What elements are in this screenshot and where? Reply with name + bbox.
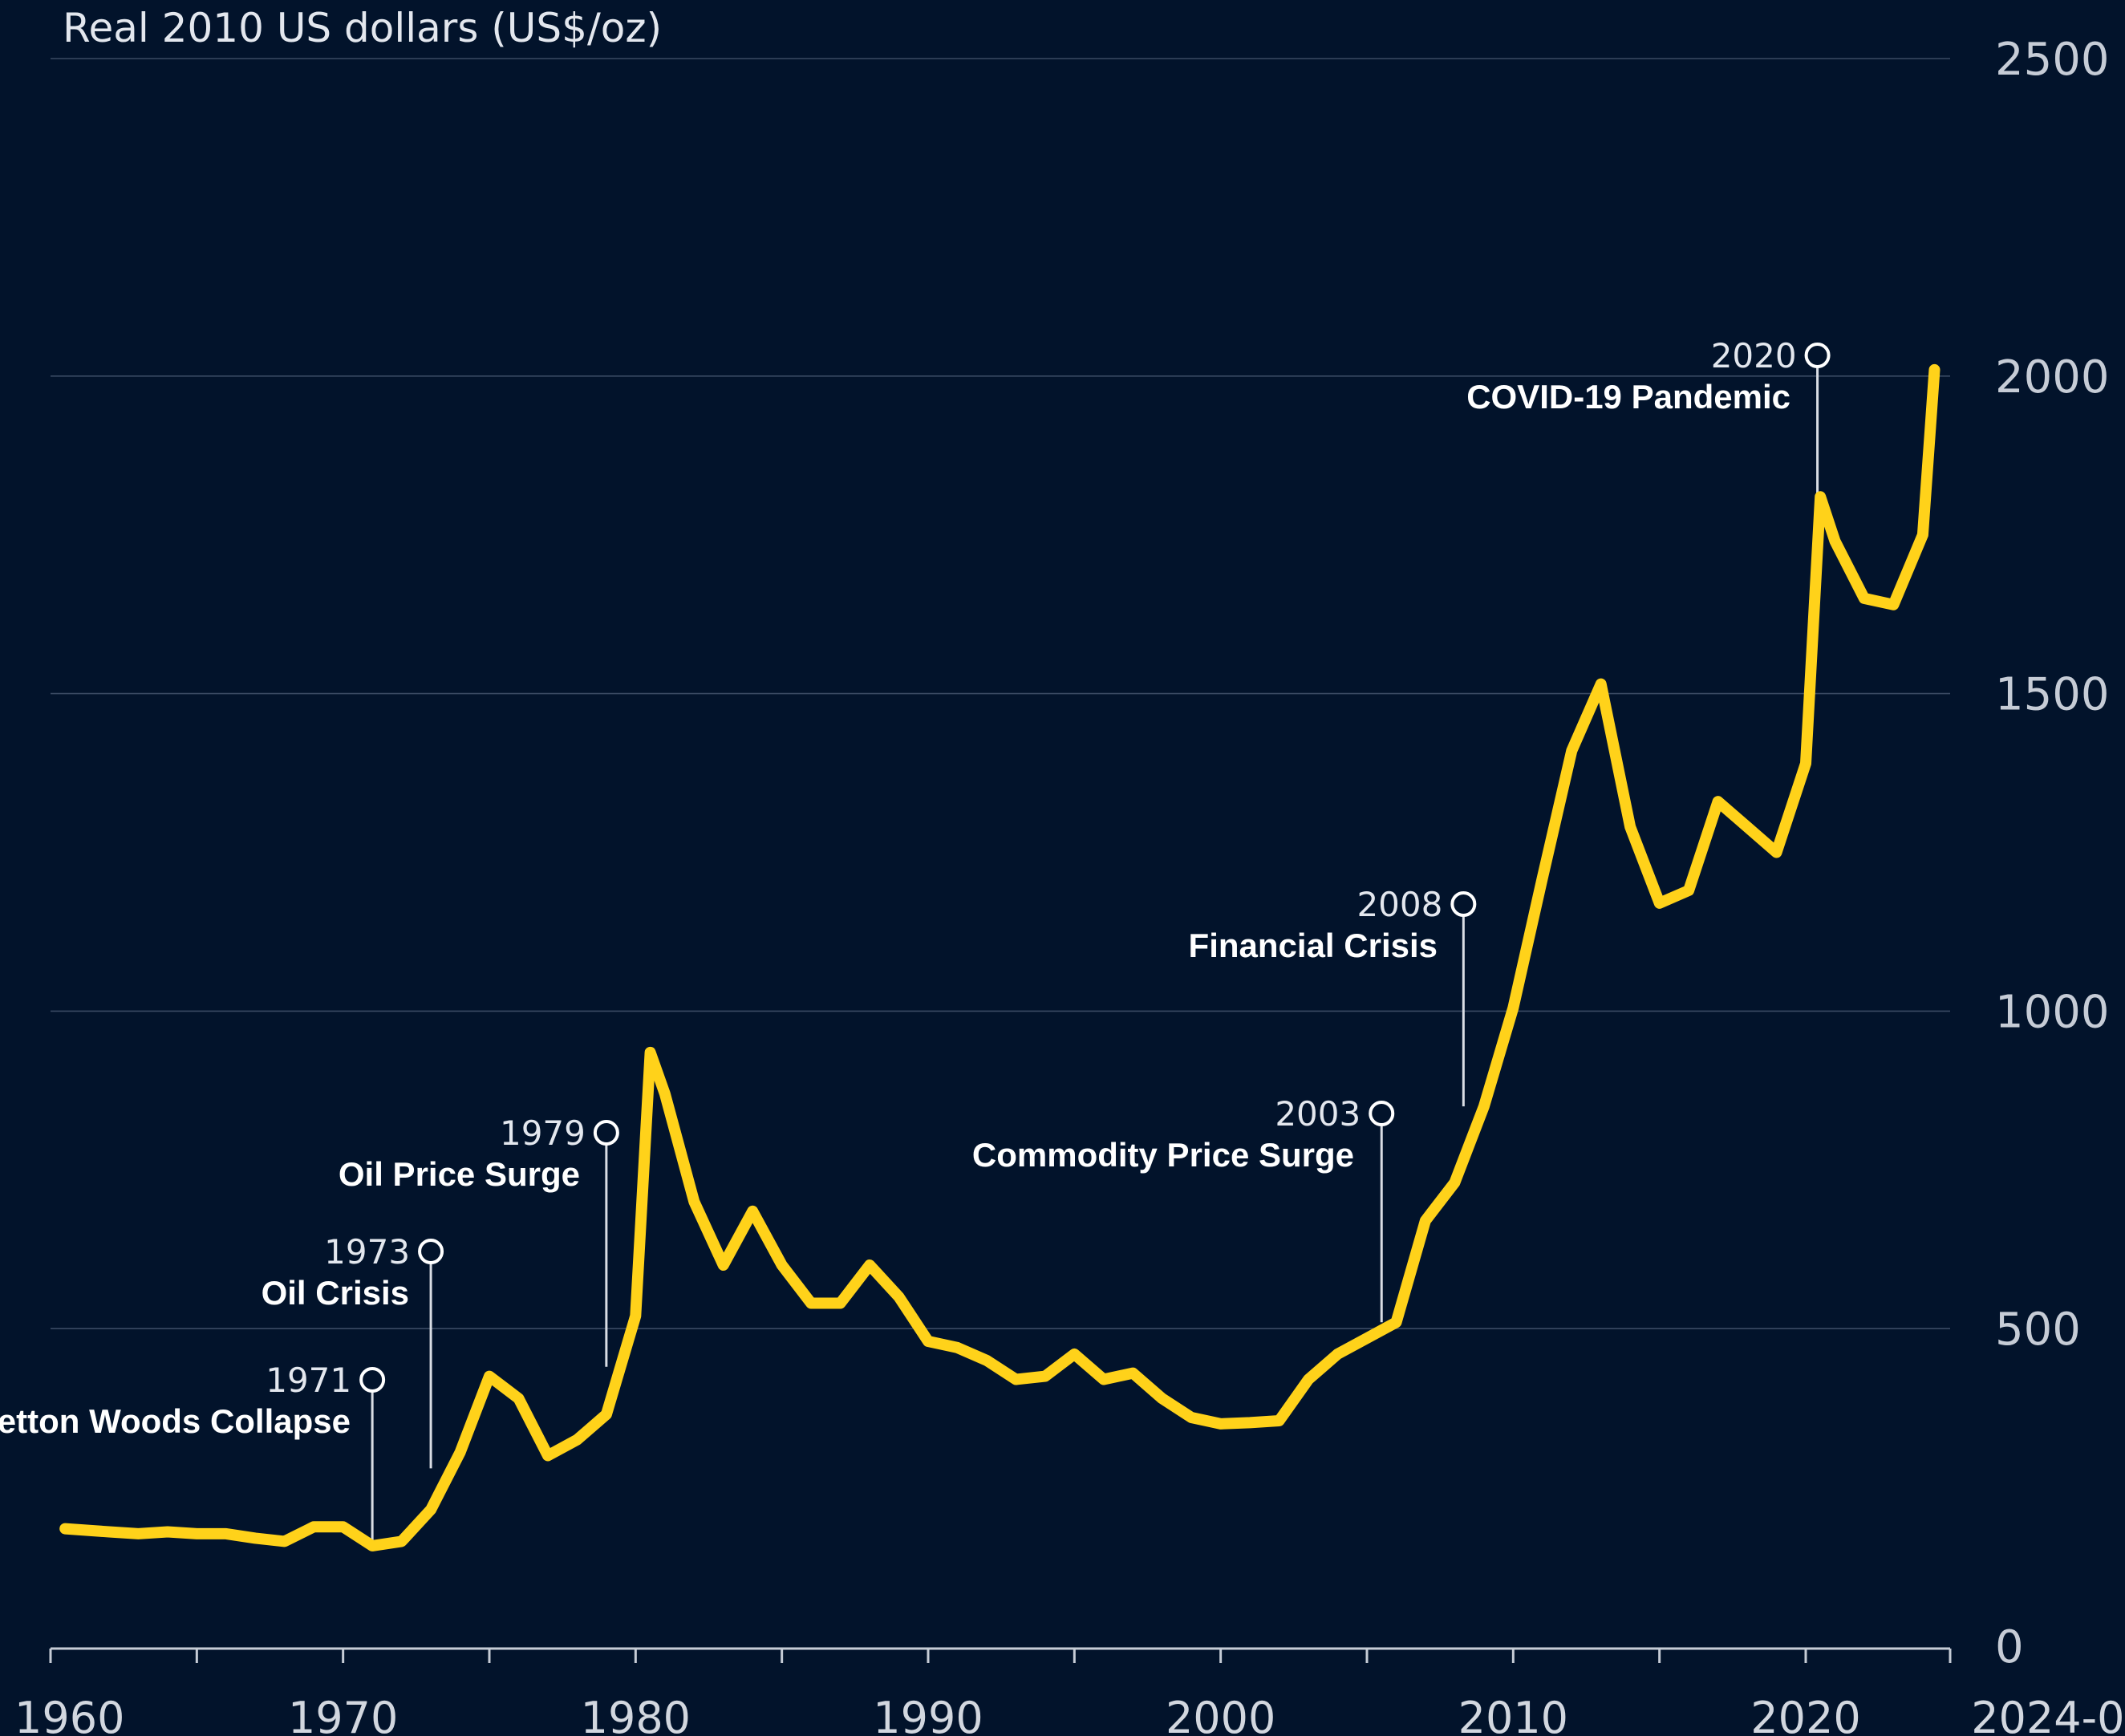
y-tick-label-0: 0: [1995, 1621, 2024, 1673]
x-tick-label-2010: 2010: [1458, 1693, 1568, 1736]
y-axis-unit-label: Real 2010 US dollars (US$/oz): [63, 5, 662, 51]
x-tick-label-2020: 2020: [1750, 1693, 1860, 1736]
annotation-marker-2008: [1450, 891, 1477, 917]
annotation-year-2008: 2008: [1357, 885, 1442, 924]
x-tick-label-2024-05: 2024-05: [1971, 1693, 2125, 1736]
grid-lines: [51, 58, 1950, 1329]
y-tick-label-2000: 2000: [1995, 351, 2110, 404]
annotation-marker-1973: [418, 1239, 444, 1264]
annotation-text-1973: Oil Crisis: [262, 1274, 409, 1312]
y-tick-label-1500: 1500: [1995, 669, 2110, 721]
x-tick-label-1960: 1960: [14, 1693, 124, 1736]
series-line-0: [59, 363, 1940, 1551]
x-tick-label-1990: 1990: [873, 1693, 983, 1736]
annotation-text-2008: Financial Crisis: [1189, 927, 1438, 964]
annotation-year-1979: 1979: [500, 1113, 586, 1153]
x-axis-labels: 1960 1970 1980 1990 2000 2010 2020 2024-05: [14, 1693, 2125, 1736]
y-tick-label-500: 500: [1995, 1304, 2081, 1356]
x-tick-label-1970: 1970: [288, 1693, 398, 1736]
annotation-text-2020: COVID-19 Pandemic: [1466, 378, 1790, 416]
x-axis: [49, 1647, 1952, 1663]
y-tick-label-1000: 1000: [1995, 986, 2110, 1038]
annotation-text-1979: Oil Price Surge: [339, 1155, 580, 1193]
annotation-year-1971: 1971: [266, 1361, 351, 1400]
y-axis-labels: 0 500 1000 1500 2000 2500: [1995, 34, 2110, 1673]
annotation-marker-2003: [1369, 1101, 1395, 1126]
annotation-year-1973: 1973: [324, 1232, 410, 1272]
series: [59, 363, 1940, 1551]
x-tick-label-1980: 1980: [581, 1693, 691, 1736]
annotation-marker-2020: [1804, 343, 1831, 368]
annotation-year-2003: 2003: [1275, 1094, 1361, 1134]
annotation-marker-1979: [593, 1120, 619, 1146]
annotation-year-2020: 2020: [1711, 336, 1797, 375]
x-tick-label-2000: 2000: [1166, 1693, 1275, 1736]
annotation-marker-1971: [359, 1367, 386, 1393]
annotation-text-1971: Bretton Woods Collapse: [0, 1402, 351, 1440]
y-tick-label-2500: 2500: [1995, 34, 2110, 86]
annotation-text-2003: Commodity Price Surge: [972, 1136, 1354, 1174]
